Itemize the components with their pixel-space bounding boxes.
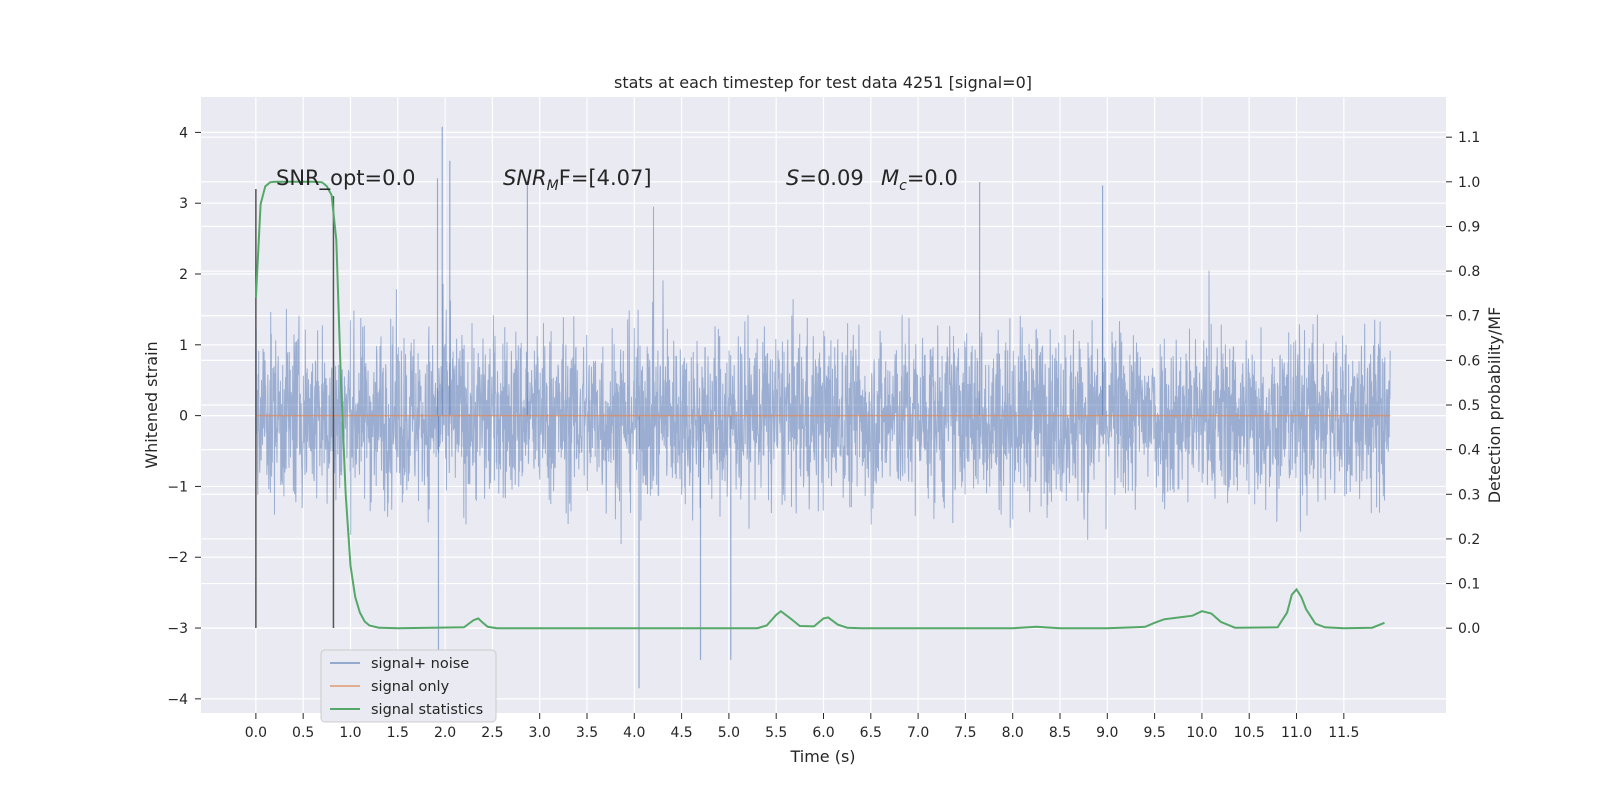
chart-title: stats at each timestep for test data 425…: [614, 73, 1032, 92]
y-tick-label-right: 0.3: [1458, 487, 1480, 503]
y-tick-label-left: 0: [179, 409, 188, 425]
x-tick-label: 6.5: [860, 725, 882, 741]
y-tick-label-left: −3: [167, 621, 188, 637]
mc-value: =0.0: [907, 166, 958, 190]
x-tick-label: 8.5: [1049, 725, 1071, 741]
x-tick-label: 11.5: [1328, 725, 1359, 741]
x-tick-label: 5.0: [718, 725, 740, 741]
x-tick-label: 4.5: [670, 725, 692, 741]
x-tick-label: 7.5: [954, 725, 976, 741]
x-tick-label: 4.0: [623, 725, 645, 741]
x-tick-label: 10.0: [1186, 725, 1217, 741]
x-tick-label: 5.5: [765, 725, 787, 741]
x-tick-label: 11.0: [1281, 725, 1312, 741]
legend-label-signal-statistics: signal statistics: [371, 702, 483, 718]
signal-statistics-line: [254, 180, 1385, 630]
y-axis-label-right: Detection probability/MF: [1485, 307, 1504, 504]
snr-mf-rest: F=[4.07]: [559, 166, 652, 190]
x-tick-label: 0.5: [292, 725, 314, 741]
y-tick-label-right: 1.1: [1458, 130, 1480, 146]
y-tick-label-right: 0.8: [1458, 264, 1480, 280]
x-tick-label: 3.0: [529, 725, 551, 741]
x-tick-label: 10.5: [1234, 725, 1265, 741]
x-tick-label: 0.0: [245, 725, 267, 741]
y-tick-label-left: −1: [167, 479, 188, 495]
y-tick-label-left: −2: [167, 550, 188, 566]
s-value: =0.09: [799, 166, 863, 190]
x-tick-label: 8.0: [1002, 725, 1024, 741]
y-tick-label-left: 1: [179, 338, 188, 354]
y-tick-label-right: 0.0: [1458, 621, 1480, 637]
annotation-mc: Mc=0.0: [881, 166, 958, 194]
y-tick-label-right: 0.2: [1458, 532, 1480, 548]
mc-subscript: c: [899, 178, 907, 194]
x-tick-label: 2.5: [481, 725, 503, 741]
annotation-snr-mf: SNRMF=[4.07]: [503, 166, 652, 194]
x-tick-label: 7.0: [907, 725, 929, 741]
x-tick-label: 9.5: [1143, 725, 1165, 741]
mc-variable: M: [881, 166, 899, 190]
x-tick-label: 1.0: [339, 725, 361, 741]
y-tick-label-left: −4: [167, 692, 188, 708]
legend-label-signal-only: signal only: [371, 679, 450, 695]
x-tick-label: 1.5: [387, 725, 409, 741]
series-signal-noise: [255, 126, 1391, 689]
signal-noise-trace: [255, 206, 1391, 545]
x-tick-label: 3.5: [576, 725, 598, 741]
y-tick-label-right: 0.1: [1458, 577, 1480, 593]
annotation-s: S=0.09: [786, 166, 864, 190]
y-axis-label-left: Whitened strain: [142, 341, 161, 468]
y-tick-label-right: 0.4: [1458, 443, 1480, 459]
x-axis-label: Time (s): [789, 747, 855, 766]
y-tick-label-right: 0.9: [1458, 219, 1480, 235]
x-tick-label: 2.0: [434, 725, 456, 741]
snr-mf-base: SNR: [503, 166, 547, 190]
y-tick-label-right: 0.7: [1458, 309, 1480, 325]
legend: signal+ noise signal only signal statist…: [320, 649, 497, 723]
y-tick-label-right: 0.6: [1458, 353, 1480, 369]
y-tick-label-left: 4: [179, 125, 188, 141]
x-tick-label: 6.0: [812, 725, 834, 741]
legend-box: [320, 649, 497, 723]
annotation-snr-opt: SNR_opt=0.0: [276, 166, 416, 191]
vertical-markers: [255, 189, 335, 629]
x-tick-label: 9.0: [1096, 725, 1118, 741]
y-tick-label-right: 1.0: [1458, 175, 1480, 191]
grid: [201, 97, 1446, 713]
legend-label-signal-noise: signal+ noise: [371, 656, 469, 672]
y-tick-label-left: 2: [179, 267, 188, 283]
s-variable: S: [786, 166, 799, 190]
y-tick-label-left: 3: [179, 196, 188, 212]
snr-mf-subscript: M: [547, 178, 559, 194]
axis-ticks: 0.0 0.5 1.0 1.5 2.0 2.5 3.0 3.5 4.0 4.5 5.0 5.5 6.0 6…: [167, 125, 1480, 741]
series-signal-statistics: [254, 180, 1385, 630]
y-tick-label-right: 0.5: [1458, 398, 1480, 414]
